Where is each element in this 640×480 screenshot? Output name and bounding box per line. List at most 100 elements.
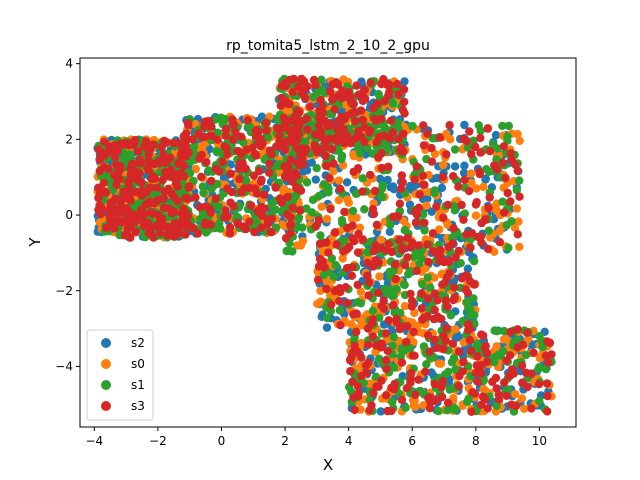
scatter-point	[442, 323, 451, 333]
scatter-point	[445, 256, 454, 266]
scatter-point	[423, 312, 432, 321]
scatter-point	[408, 351, 417, 360]
scatter-point	[472, 361, 481, 370]
scatter-point	[423, 294, 432, 303]
scatter-point	[352, 309, 361, 318]
scatter-point	[173, 171, 182, 181]
scatter-point	[200, 117, 210, 127]
scatter-point	[430, 335, 439, 344]
x-tick-label: 10	[532, 434, 547, 448]
scatter-point	[162, 222, 171, 231]
scatter-point	[443, 200, 453, 210]
scatter-point	[379, 131, 389, 140]
scatter-point	[462, 230, 471, 239]
scatter-point	[476, 126, 485, 135]
scatter-point	[410, 308, 419, 318]
scatter-point	[450, 206, 459, 215]
scatter-point	[423, 331, 433, 340]
scatter-point	[348, 221, 357, 230]
scatter-point	[181, 230, 190, 239]
scatter-point	[352, 81, 361, 90]
scatter-point	[181, 142, 190, 151]
scatter-point	[308, 195, 318, 204]
scatter-point	[527, 404, 536, 413]
scatter-point	[352, 327, 361, 337]
scatter-point	[128, 171, 137, 181]
scatter-point	[331, 78, 341, 87]
scatter-point	[450, 283, 459, 292]
scatter-point	[356, 405, 365, 414]
scatter-point	[439, 213, 448, 222]
scatter-point	[391, 260, 400, 269]
scatter-point	[372, 382, 381, 391]
x-tick-label: 2	[281, 434, 289, 448]
scatter-point	[399, 129, 408, 138]
scatter-point	[293, 120, 303, 129]
scatter-point	[426, 283, 435, 292]
scatter-point	[435, 256, 444, 266]
scatter-point	[472, 339, 482, 349]
scatter-point	[503, 188, 512, 198]
scatter-point	[402, 337, 411, 347]
scatter-point	[456, 259, 465, 268]
scatter-point	[465, 276, 475, 286]
scatter-point	[383, 406, 392, 416]
scatter-point	[167, 209, 177, 218]
scatter-point	[170, 232, 179, 241]
scatter-point	[249, 171, 259, 180]
scatter-point	[435, 133, 445, 142]
scatter-point	[499, 326, 509, 336]
scatter-point	[460, 120, 469, 130]
scatter-point	[423, 273, 432, 282]
scatter-point	[481, 175, 490, 184]
scatter-point	[439, 344, 448, 354]
scatter-point	[421, 367, 430, 376]
scatter-point	[330, 286, 340, 296]
scatter-point	[288, 177, 297, 186]
scatter-point	[517, 361, 527, 370]
scatter-point	[473, 352, 482, 361]
x-tick-label: 6	[408, 434, 416, 448]
legend-marker	[101, 338, 111, 348]
scatter-point	[399, 280, 409, 289]
scatter-point	[450, 293, 459, 302]
scatter-point	[477, 238, 486, 247]
scatter-point	[441, 336, 450, 345]
scatter-point	[374, 288, 383, 297]
scatter-point	[343, 195, 352, 204]
scatter-point	[529, 348, 538, 358]
scatter-point	[292, 171, 301, 180]
scatter-point	[360, 205, 369, 214]
scatter-point	[283, 210, 292, 219]
scatter-point	[382, 364, 391, 374]
scatter-point	[445, 121, 454, 130]
scatter-point	[500, 378, 509, 387]
scatter-point	[333, 125, 342, 134]
scatter-point	[499, 335, 509, 344]
scatter-point	[189, 142, 199, 151]
scatter-point	[418, 279, 427, 289]
scatter-point	[465, 335, 475, 345]
scatter-point	[398, 105, 408, 115]
scatter-point	[324, 188, 333, 197]
scatter-point	[348, 109, 357, 118]
scatter-point	[288, 247, 297, 256]
scatter-point	[188, 135, 197, 144]
scatter-point	[415, 249, 424, 258]
scatter-point	[472, 184, 481, 193]
scatter-point	[407, 302, 417, 311]
scatter-point	[464, 186, 474, 196]
scatter-point	[353, 280, 362, 290]
scatter-point	[422, 360, 431, 369]
scatter-point	[204, 166, 214, 175]
scatter-point	[237, 132, 246, 141]
scatter-point	[303, 82, 312, 91]
scatter-point	[415, 190, 424, 199]
scatter-point	[197, 172, 206, 182]
scatter-point	[336, 184, 345, 194]
scatter-point	[506, 149, 515, 158]
scatter-point	[507, 365, 517, 374]
scatter-point	[511, 389, 520, 399]
scatter-point	[409, 327, 418, 337]
scatter-point	[358, 96, 368, 106]
